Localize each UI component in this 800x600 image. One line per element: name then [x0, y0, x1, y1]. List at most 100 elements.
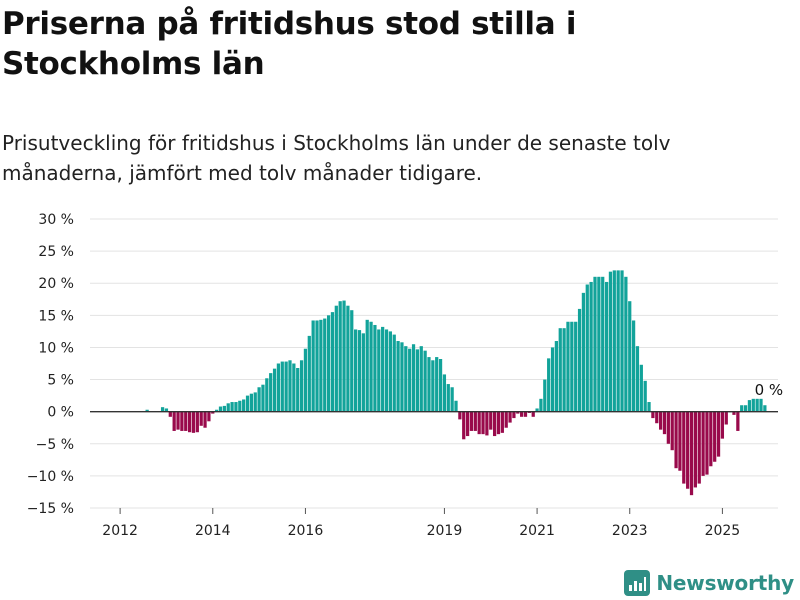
bar	[253, 392, 257, 412]
bar	[620, 270, 624, 412]
bar	[218, 406, 223, 412]
bar	[469, 411, 474, 431]
bar	[346, 305, 350, 412]
bar	[296, 368, 300, 412]
bar	[195, 411, 199, 433]
bar	[496, 411, 501, 435]
bar	[759, 398, 763, 412]
x-tick-label: 2025	[705, 523, 741, 539]
bar	[211, 411, 215, 414]
bar	[245, 395, 250, 412]
bar	[643, 380, 647, 412]
bar	[311, 320, 315, 412]
bar	[450, 387, 454, 412]
x-tick-label: 2012	[102, 523, 138, 539]
bar	[543, 379, 547, 412]
bar	[585, 284, 589, 412]
bar	[570, 321, 574, 412]
bar	[597, 276, 601, 412]
bar	[187, 411, 192, 433]
bar	[230, 402, 234, 412]
bar	[562, 328, 566, 412]
bar	[535, 408, 539, 412]
bar	[292, 363, 296, 412]
bar	[539, 398, 543, 412]
bar	[593, 276, 597, 412]
bar	[361, 333, 365, 412]
bar	[647, 402, 651, 412]
bar	[334, 305, 338, 412]
brand-name: Newsworthy	[656, 571, 794, 595]
y-tick-label: 5 %	[47, 373, 74, 389]
y-tick-label: −10 %	[27, 469, 74, 485]
bar	[288, 360, 292, 412]
bar	[180, 411, 184, 431]
bar	[581, 292, 586, 412]
bar	[365, 319, 369, 412]
bar	[608, 271, 613, 412]
bar	[604, 281, 609, 412]
bar	[724, 411, 728, 425]
bar	[172, 411, 176, 431]
x-tick-label: 2023	[612, 523, 648, 539]
bar	[624, 276, 628, 412]
last-value-annotation: 0 %	[755, 381, 784, 399]
bar	[465, 411, 470, 437]
bar	[242, 399, 246, 412]
bar	[458, 411, 462, 420]
bar	[720, 411, 725, 439]
bar	[438, 359, 443, 412]
newsworthy-logo: Newsworthy	[624, 566, 794, 600]
bar	[168, 411, 172, 417]
bar	[431, 360, 435, 412]
bar	[659, 411, 663, 430]
bar	[716, 411, 721, 457]
bar	[238, 400, 242, 412]
bar	[323, 318, 327, 412]
bar	[373, 324, 377, 412]
bar	[338, 301, 342, 412]
bar	[747, 400, 752, 412]
bar	[554, 341, 559, 412]
bar	[678, 411, 682, 471]
bar	[473, 411, 477, 431]
bar	[377, 329, 381, 412]
bar	[215, 409, 219, 412]
y-axis: 30 % 25 % 20 % 15 % 10 % 5 % 0 % −5 % −10 % −15 %	[27, 212, 74, 517]
bar	[601, 276, 605, 412]
bar	[423, 350, 427, 412]
bar	[701, 411, 705, 476]
x-axis: 2012 2014 2016 2019 2021 2023 2025	[102, 508, 740, 539]
bar	[276, 363, 281, 412]
bar	[226, 403, 230, 412]
x-tick-label: 2019	[427, 523, 463, 539]
bar	[435, 357, 439, 412]
bar	[755, 398, 759, 412]
bar	[354, 329, 358, 412]
chart-subtitle: Prisutveckling för fritidshus i Stockhol…	[2, 131, 671, 185]
bar	[516, 411, 520, 414]
bar	[191, 411, 196, 433]
bar	[145, 409, 149, 412]
bar	[454, 400, 458, 412]
newsworthy-logo-icon	[624, 570, 651, 596]
bar	[616, 270, 620, 412]
x-tick-label: 2014	[195, 523, 231, 539]
y-tick-label: 30 %	[38, 212, 74, 228]
bar	[249, 393, 253, 412]
bar	[705, 411, 709, 475]
x-tick-label: 2021	[519, 523, 555, 539]
bar	[531, 411, 535, 417]
bar	[732, 411, 736, 415]
bar	[574, 321, 578, 412]
bar	[404, 346, 408, 412]
bar	[396, 341, 400, 412]
bar	[508, 411, 512, 423]
bar	[164, 408, 169, 412]
bar	[261, 384, 265, 412]
bar	[763, 405, 767, 412]
bar	[280, 361, 284, 412]
bar	[446, 384, 450, 412]
bar	[639, 364, 643, 412]
bar	[392, 334, 396, 412]
